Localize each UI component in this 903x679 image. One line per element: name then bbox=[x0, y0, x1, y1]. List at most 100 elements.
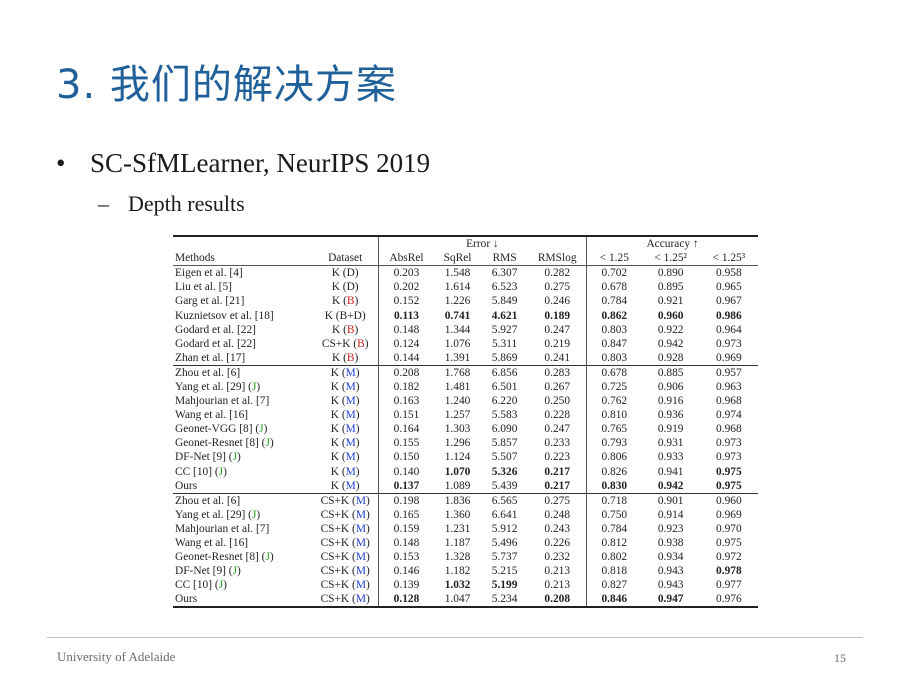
column-header: RMSlog bbox=[528, 251, 587, 267]
value-cell: 0.793 bbox=[586, 436, 642, 451]
supervision-tag: J bbox=[265, 437, 270, 450]
value-cell: 0.806 bbox=[586, 450, 642, 465]
value-cell: 0.846 bbox=[586, 592, 642, 609]
value-cell: 1.391 bbox=[444, 351, 471, 364]
supervision-tag: J bbox=[265, 551, 270, 564]
table-row: Zhou et al. [6] CS+K (M) 0.198 1.836 6.565 0.… bbox=[173, 492, 758, 508]
value-cell: 5.912 bbox=[491, 522, 518, 535]
value-cell: 0.862 bbox=[586, 308, 642, 323]
value-cell: 0.975 bbox=[716, 465, 742, 478]
value-cell: 0.137 bbox=[377, 478, 435, 494]
value-cell: 0.213 bbox=[544, 565, 571, 578]
value-cell: 0.942 bbox=[657, 479, 684, 492]
slide-title: 3. 我们的解决方案 bbox=[56, 62, 397, 108]
value-cell: 5.849 bbox=[491, 295, 518, 308]
value-cell: 0.975 bbox=[716, 479, 742, 492]
table-row: DF-Net [9] (J) K (M) 0.150 1.124 5.507 0.223 0… bbox=[173, 450, 758, 465]
value-cell: 0.113 bbox=[377, 308, 435, 323]
table-row: Mahjourian et al. [7] CS+K (M) 0.159 1.231 5… bbox=[173, 521, 758, 536]
value-cell: 0.702 bbox=[586, 265, 642, 281]
method-cell: Geonet-Resnet [8] (J) bbox=[175, 551, 274, 564]
value-cell: 0.916 bbox=[657, 395, 684, 408]
value-cell: 0.928 bbox=[657, 351, 684, 364]
value-cell: 6.641 bbox=[491, 508, 518, 521]
value-cell: 0.248 bbox=[544, 508, 571, 521]
header-blank bbox=[173, 234, 313, 252]
value-cell: 0.972 bbox=[716, 551, 742, 564]
dataset-cell: K (M) bbox=[330, 395, 360, 408]
table-row: Godard et al. [22] K (B) 0.148 1.344 5.927 0.… bbox=[173, 322, 758, 337]
value-cell: 0.247 bbox=[544, 423, 571, 436]
table-row: Yang et al. [29] (J) CS+K (M) 0.165 1.360 6.… bbox=[173, 507, 758, 522]
value-cell: 0.933 bbox=[657, 451, 684, 464]
footer-divider bbox=[47, 637, 863, 638]
value-cell: 0.922 bbox=[657, 323, 684, 336]
dataset-cell: K (D) bbox=[331, 281, 359, 294]
value-cell: 1.328 bbox=[444, 551, 471, 564]
dataset-cell: K (M) bbox=[330, 409, 360, 422]
supervision-tag: J bbox=[218, 579, 224, 592]
column-header: < 1.25 bbox=[586, 251, 642, 267]
dataset-cell: CS+K (M) bbox=[320, 508, 370, 521]
supervision-tag: J bbox=[259, 423, 264, 436]
value-cell: 0.228 bbox=[544, 409, 571, 422]
value-cell: 1.047 bbox=[434, 592, 481, 609]
value-cell: 6.090 bbox=[491, 423, 518, 436]
value-cell: 1.187 bbox=[444, 537, 471, 550]
value-cell: 0.803 bbox=[586, 350, 642, 366]
method-cell: Wang et al. [16] bbox=[175, 409, 249, 422]
column-header: < 1.25² bbox=[641, 251, 700, 267]
value-cell: 0.818 bbox=[586, 564, 642, 579]
value-cell: 0.960 bbox=[699, 492, 758, 508]
table-row: Garg et al. [21] K (B) 0.152 1.226 5.849 0.24… bbox=[173, 294, 758, 309]
value-cell: 0.943 bbox=[657, 579, 684, 592]
value-cell: 1.303 bbox=[444, 423, 471, 436]
method-cell: Garg et al. [21] bbox=[175, 295, 245, 308]
value-cell: 0.283 bbox=[528, 364, 587, 380]
dataset-cell: K (B) bbox=[332, 351, 359, 364]
value-cell: 5.857 bbox=[491, 437, 518, 450]
main-bullet: • SC-SfMLearner, NeurIPS 2019 bbox=[56, 148, 430, 179]
method-cell: Zhou et al. [6] bbox=[173, 364, 313, 380]
value-cell: 6.501 bbox=[491, 380, 518, 393]
value-cell: 0.750 bbox=[586, 507, 642, 522]
table-row: Geonet-VGG [8] (J) K (M) 0.164 1.303 6.090 0.… bbox=[173, 422, 758, 437]
value-cell: 0.159 bbox=[377, 521, 435, 536]
value-cell: 0.128 bbox=[377, 592, 435, 609]
dataset-cell: K (B) bbox=[332, 295, 359, 308]
dataset-cell: K (M) bbox=[330, 380, 360, 393]
supervision-tag: J bbox=[232, 565, 238, 578]
method-cell: Zhou et al. [6] bbox=[173, 492, 313, 508]
value-cell: 0.957 bbox=[699, 364, 758, 380]
value-cell: 0.975 bbox=[716, 537, 742, 550]
value-cell: 0.217 bbox=[544, 465, 571, 478]
table-row: Zhan et al. [17] K (B) 0.144 1.391 5.869 0.24… bbox=[173, 350, 758, 366]
supervision-tag: J bbox=[232, 451, 238, 464]
value-cell: 0.203 bbox=[377, 265, 435, 281]
value-cell: 1.257 bbox=[444, 409, 471, 422]
depth-results-table: Error ↓ Accuracy ↑ Methods Dataset AbsRel S… bbox=[173, 234, 758, 609]
value-cell: 5.927 bbox=[491, 323, 518, 336]
value-cell: 0.208 bbox=[377, 364, 435, 380]
column-header: Dataset bbox=[312, 251, 379, 267]
method-cell: Godard et al. [22] bbox=[175, 323, 256, 336]
bullet-text: SC-SfMLearner, NeurIPS 2019 bbox=[90, 148, 431, 178]
value-cell: 0.217 bbox=[544, 479, 571, 492]
value-cell: 0.973 bbox=[716, 437, 742, 450]
dataset-cell: CS+K (M) bbox=[320, 565, 370, 578]
value-cell: 0.148 bbox=[377, 535, 435, 551]
value-cell: 0.812 bbox=[586, 535, 642, 551]
supervision-tag: J bbox=[218, 465, 224, 478]
value-cell: 6.523 bbox=[491, 281, 518, 294]
column-header: < 1.25³ bbox=[699, 251, 758, 267]
table-row: Zhou et al. [6] K (M) 0.208 1.768 6.856 0.283… bbox=[173, 364, 758, 380]
footer-institution: University of Adelaide bbox=[57, 649, 176, 664]
value-cell: 0.895 bbox=[657, 281, 684, 294]
table-row: CC [10] (J) K (M) 0.140 1.070 5.326 0.217 0.82… bbox=[173, 464, 758, 479]
value-cell: 0.963 bbox=[716, 380, 742, 393]
value-cell: 0.678 bbox=[586, 364, 642, 380]
value-cell: 0.941 bbox=[657, 465, 684, 478]
value-cell: 0.960 bbox=[657, 309, 684, 322]
value-cell: 5.737 bbox=[491, 551, 518, 564]
value-cell: 0.885 bbox=[641, 364, 700, 380]
